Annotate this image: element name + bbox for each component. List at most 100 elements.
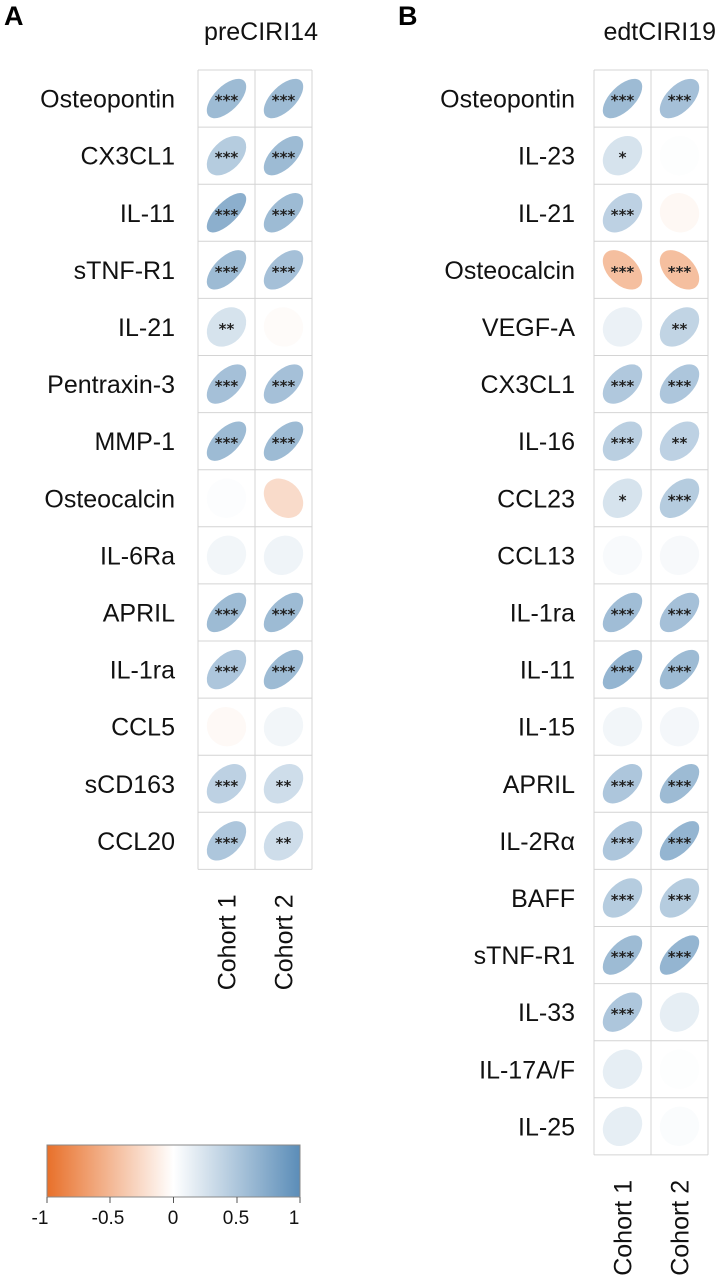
row-label: CCL20	[97, 828, 175, 856]
correlation-ellipse	[602, 1106, 643, 1147]
color-scale-legend: -1 -0.5 0 0.5 1	[32, 1144, 301, 1229]
correlation-ellipse	[602, 307, 643, 347]
significance-label: ***	[668, 834, 692, 852]
correlation-ellipse	[263, 649, 304, 690]
correlation-ellipse	[206, 364, 247, 404]
row-label: CCL23	[497, 485, 575, 513]
correlation-ellipse	[206, 592, 247, 633]
legend-tick-label-3: 0.5	[223, 1208, 249, 1229]
significance-label: *	[619, 149, 627, 167]
significance-label: ***	[611, 434, 635, 452]
panel-label-a: A	[4, 1, 24, 31]
row-label: IL-6Ra	[100, 542, 175, 570]
row-label: CCL13	[497, 542, 575, 570]
correlation-ellipse	[602, 935, 643, 975]
significance-label: ***	[215, 777, 239, 795]
column-label: Cohort 1	[214, 894, 242, 990]
correlation-ellipse	[659, 992, 700, 1032]
correlation-ellipse	[602, 592, 643, 633]
row-label: IL-11	[120, 200, 175, 228]
correlation-ellipse	[206, 535, 247, 576]
correlation-ellipse	[206, 135, 247, 176]
correlation-ellipse	[263, 421, 304, 461]
significance-label: ***	[611, 377, 635, 395]
correlation-ellipse	[263, 592, 304, 633]
row-label: MMP-1	[94, 428, 175, 456]
correlation-ellipse	[263, 78, 304, 119]
correlation-ellipse	[263, 764, 304, 804]
correlation-ellipse	[659, 421, 700, 461]
column-label: Cohort 1	[610, 1180, 638, 1276]
significance-label: ***	[611, 948, 635, 966]
correlation-ellipse	[602, 193, 643, 233]
legend-tick-label-0: -1	[32, 1208, 49, 1229]
correlation-ellipse	[263, 250, 304, 290]
significance-label: **	[276, 777, 292, 795]
correlation-ellipse	[263, 307, 304, 347]
correlation-ellipse	[263, 193, 304, 233]
panel-b-title: edtCIRI19	[603, 18, 716, 46]
significance-label: ***	[668, 377, 692, 395]
significance-label: ***	[272, 92, 296, 110]
significance-label: ***	[668, 491, 692, 509]
row-label: IL-33	[518, 999, 575, 1027]
row-label: Osteocalcin	[444, 257, 575, 285]
correlation-ellipse	[263, 821, 304, 861]
correlation-ellipse	[659, 78, 700, 119]
row-label: sCD163	[85, 771, 175, 799]
row-label: Osteopontin	[440, 86, 575, 114]
row-label: Osteopontin	[40, 86, 175, 114]
correlation-ellipse	[659, 878, 700, 918]
row-label: IL-2Rα	[499, 828, 575, 856]
significance-label: ***	[272, 434, 296, 452]
row-label: sTNF-R1	[74, 257, 175, 285]
legend-tick-label-1: -0.5	[92, 1208, 125, 1229]
significance-label: ***	[668, 948, 692, 966]
significance-label: ***	[611, 605, 635, 623]
correlation-ellipse	[659, 821, 700, 861]
significance-label: ***	[215, 149, 239, 167]
significance-label: ***	[215, 663, 239, 681]
significance-label: ***	[611, 206, 635, 224]
row-label: IL-11	[520, 657, 575, 685]
row-label: IL-23	[518, 143, 575, 171]
significance-label: ***	[215, 92, 239, 110]
row-label: IL-21	[118, 314, 175, 342]
row-label: Osteocalcin	[44, 485, 175, 513]
panel-b-heatmap: Osteopontin *** ***IL-23 *IL-21 ***Osteocalc…	[440, 69, 709, 1276]
correlation-ellipse	[602, 250, 643, 290]
panel-a-title: preCIRI14	[204, 18, 318, 46]
correlation-ellipse	[659, 592, 700, 633]
panel-label-b: B	[398, 1, 418, 31]
correlation-ellipse	[263, 478, 304, 518]
significance-label: ***	[215, 605, 239, 623]
row-label: IL-17A/F	[479, 1056, 575, 1084]
correlation-ellipse	[659, 1106, 700, 1147]
row-label: CX3CL1	[81, 143, 176, 171]
row-label: VEGF-A	[482, 314, 575, 342]
significance-label: ***	[272, 263, 296, 281]
correlation-ellipse	[206, 764, 247, 804]
significance-label: ***	[215, 434, 239, 452]
correlation-ellipse	[659, 535, 700, 576]
correlation-ellipse	[602, 421, 643, 461]
correlation-ellipse	[602, 878, 643, 918]
panel-a-heatmap: Osteopontin *** ***CX3CL1 *** ***IL-11 *** ***…	[40, 69, 313, 990]
significance-label: ***	[215, 834, 239, 852]
significance-label: ***	[611, 834, 635, 852]
correlation-ellipse	[659, 706, 700, 747]
correlation-ellipse	[659, 1049, 700, 1089]
significance-label: ***	[668, 605, 692, 623]
correlation-ellipse	[206, 307, 247, 347]
correlation-ellipse	[602, 364, 643, 404]
row-label: IL-15	[518, 714, 575, 742]
correlation-ellipse	[206, 193, 247, 233]
row-label: IL-16	[518, 428, 575, 456]
significance-label: ***	[215, 263, 239, 281]
row-label: BAFF	[511, 885, 575, 913]
significance-label: ***	[611, 663, 635, 681]
correlation-ellipse	[263, 364, 304, 404]
significance-label: ***	[611, 92, 635, 110]
color-scale-bar	[46, 1144, 301, 1198]
